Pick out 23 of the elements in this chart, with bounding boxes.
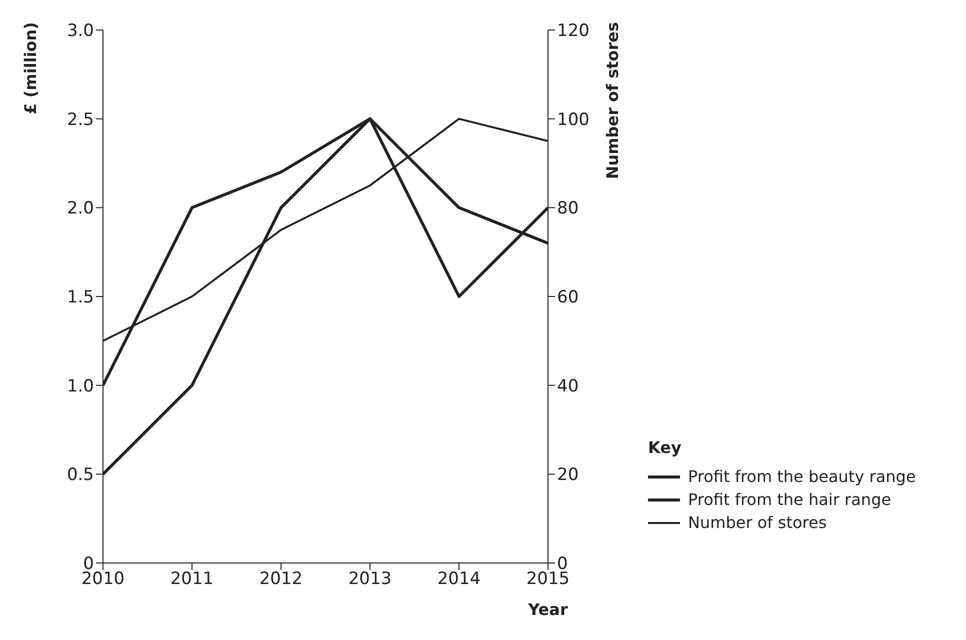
y2-tick-label: 100	[557, 110, 590, 130]
y-tick-label: 0.5	[66, 465, 94, 486]
legend-label: Number of stores	[688, 513, 827, 532]
y-tick-label: 2.0	[66, 198, 94, 219]
y2-tick-label: 20	[557, 465, 579, 486]
legend-title: Key	[648, 438, 682, 457]
y2-axis-title: Number of stores	[603, 22, 622, 180]
y2-tick-label: 80	[557, 198, 579, 219]
x-tick-label: 2014	[437, 569, 481, 590]
x-axis-title: Year	[527, 600, 568, 619]
y2-tick-label: 120	[557, 21, 590, 42]
x-tick-label: 2012	[259, 569, 303, 590]
y-tick-label: 3.0	[66, 21, 94, 42]
y2-tick-label: 60	[557, 288, 579, 308]
x-tick-label: 2011	[170, 569, 214, 590]
legend-label: Profit from the hair range	[688, 490, 892, 509]
x-tick-label: 2013	[348, 569, 392, 590]
y2-tick-label: 40	[557, 376, 579, 396]
legend-label: Profit from the beauty range	[688, 467, 916, 486]
y-tick-label: 2.5	[66, 110, 94, 130]
y-tick-label: 1.5	[66, 288, 94, 308]
y-axis-title: £ (million)	[21, 22, 40, 114]
y-tick-label: 1.0	[66, 376, 94, 396]
